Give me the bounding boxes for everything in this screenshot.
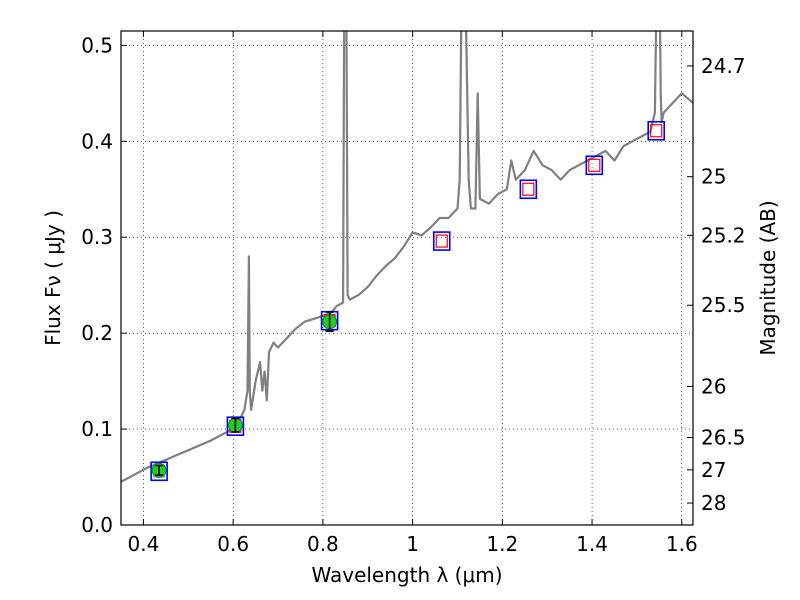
model-box [150, 461, 168, 482]
model-box-inner [522, 182, 535, 196]
series-layer [121, 31, 693, 483]
y-tick-label: 0.5 [81, 33, 113, 57]
y-tick-label: 0.2 [81, 321, 113, 345]
x-tick-label: 0.4 [128, 532, 160, 556]
y2-tick-label: 27 [701, 458, 726, 482]
model-box [647, 120, 666, 141]
model-box [519, 179, 538, 200]
y2-tick-label: 26.5 [701, 426, 746, 450]
model-box-inner [435, 234, 448, 248]
y2-tick-label: 26 [701, 374, 726, 398]
model-box-inner [588, 158, 601, 172]
x-tick-label: 1.2 [486, 532, 518, 556]
plot-frame [120, 30, 694, 526]
model-box [585, 155, 604, 176]
x-tick-label: 1.4 [576, 532, 608, 556]
x-tick-label: 0.6 [217, 532, 249, 556]
y-axis-label: Flux Fν ( μJy ) [41, 210, 65, 346]
x-tick-label: 0.8 [307, 532, 339, 556]
x-tick-label: 1 [406, 532, 419, 556]
y-tick-label: 0.0 [81, 513, 113, 537]
marker-layer [150, 120, 666, 482]
y2-tick-label: 25 [701, 165, 726, 189]
y-tick-label: 0.1 [81, 417, 113, 441]
spectrum-line [121, 31, 693, 483]
model-box [226, 416, 245, 437]
grid [121, 31, 693, 526]
y-tick-label: 0.3 [81, 225, 113, 249]
y2-axis-label: Magnitude (AB) [756, 200, 780, 355]
y2-tick-label: 25.5 [701, 293, 746, 317]
model-box-inner [650, 124, 663, 138]
model-box [432, 231, 451, 251]
y2-tick-label: 25.2 [701, 223, 746, 247]
x-axis-label: Wavelength λ (μm) [311, 563, 502, 587]
x-tick-label: 1.6 [666, 532, 698, 556]
y2-tick-label: 28 [701, 491, 726, 515]
tick-labels: 0.4 0.6 0.8 1 1.2 1.4 1.6 0.0 0.1 0.2 0.3 0.4 0.5 24.… [81, 33, 745, 556]
y2-tick-label: 24.7 [701, 54, 746, 78]
y-tick-label: 0.4 [81, 129, 113, 153]
ticks [121, 31, 693, 526]
